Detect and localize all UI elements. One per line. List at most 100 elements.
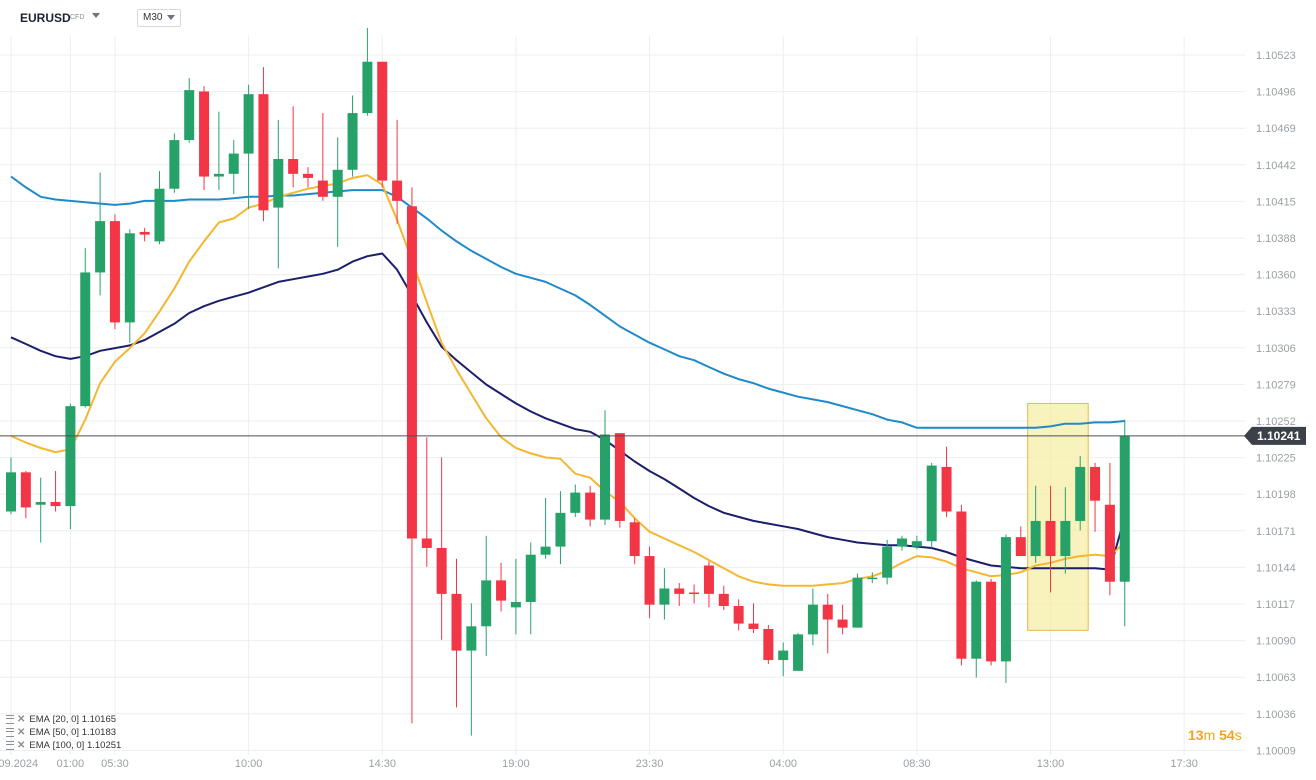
y-tick-label: 1.10360 xyxy=(1256,270,1296,282)
candle-bearish[interactable] xyxy=(406,206,417,539)
candle-bullish[interactable] xyxy=(867,577,878,580)
candle-bullish[interactable] xyxy=(659,588,670,605)
candle-bullish[interactable] xyxy=(124,233,135,323)
candle-bearish[interactable] xyxy=(317,180,328,197)
countdown-minutes-unit: m xyxy=(1203,727,1216,743)
candle-bearish[interactable] xyxy=(392,180,403,201)
candle-bearish[interactable] xyxy=(109,221,120,323)
indicator-settings-icon[interactable] xyxy=(6,715,14,724)
candle-bearish[interactable] xyxy=(377,61,388,181)
candle-bearish[interactable] xyxy=(50,502,61,507)
candle-bearish[interactable] xyxy=(986,581,997,662)
candle-bullish[interactable] xyxy=(1119,435,1130,582)
candle-bearish[interactable] xyxy=(956,511,967,659)
candle-bearish[interactable] xyxy=(822,604,833,620)
candle-bearish[interactable] xyxy=(1104,504,1115,582)
x-tick-label: 01:00 xyxy=(57,758,85,770)
candle-bullish[interactable] xyxy=(213,173,224,177)
candle-bearish[interactable] xyxy=(1015,537,1026,557)
candle-bearish[interactable] xyxy=(303,173,313,178)
indicator-ema50-row[interactable]: ✕ EMA [50, 0] 1.10183 xyxy=(6,726,121,739)
candle-bullish[interactable] xyxy=(6,472,16,512)
candle-bullish[interactable] xyxy=(540,546,551,555)
candle-bearish[interactable] xyxy=(733,606,744,624)
candle-bearish[interactable] xyxy=(837,619,848,628)
candle-bearish[interactable] xyxy=(199,91,210,177)
indicator-remove-icon[interactable]: ✕ xyxy=(17,714,26,725)
candle-bullish[interactable] xyxy=(525,554,536,602)
candle-bullish[interactable] xyxy=(852,577,863,628)
candle-bearish[interactable] xyxy=(258,94,269,211)
candle-bearish[interactable] xyxy=(1090,466,1101,501)
candle-bullish[interactable] xyxy=(347,113,358,170)
candle-bullish[interactable] xyxy=(80,272,91,407)
indicator-ema100-row[interactable]: ✕ EMA [100, 0] 1.10251 xyxy=(6,739,121,752)
candle-bearish[interactable] xyxy=(139,231,150,235)
y-tick-label: 1.10144 xyxy=(1256,562,1296,574)
indicator-settings-icon[interactable] xyxy=(6,728,14,737)
candle-bearish[interactable] xyxy=(496,580,507,601)
candle-bearish[interactable] xyxy=(436,547,447,594)
candle-bearish[interactable] xyxy=(585,492,596,520)
candle-bearish[interactable] xyxy=(629,522,640,557)
candle-bullish[interactable] xyxy=(926,465,937,542)
candle-bullish[interactable] xyxy=(228,153,239,174)
ema50-line xyxy=(10,252,1126,571)
candle-bearish[interactable] xyxy=(748,623,759,629)
ema20-line xyxy=(10,174,1126,587)
candle-bearish[interactable] xyxy=(689,592,700,595)
candle-bullish[interactable] xyxy=(600,434,610,520)
candle-bullish[interactable] xyxy=(362,61,373,114)
candle-bullish[interactable] xyxy=(510,601,521,608)
indicator-ema20-row[interactable]: ✕ EMA [20, 0] 1.10165 xyxy=(6,713,121,726)
candle-bearish[interactable] xyxy=(614,433,625,521)
candle-bullish[interactable] xyxy=(243,94,254,154)
candle-bullish[interactable] xyxy=(882,546,893,578)
candle-bullish[interactable] xyxy=(65,406,76,507)
candle-bearish[interactable] xyxy=(674,588,685,594)
candle-bearish[interactable] xyxy=(20,472,31,508)
candle-bullish[interactable] xyxy=(95,221,106,273)
candle-bullish[interactable] xyxy=(169,140,180,189)
candle-bullish[interactable] xyxy=(466,626,477,651)
candle-bullish[interactable] xyxy=(911,541,922,547)
candle-bullish[interactable] xyxy=(1000,537,1011,662)
candle-bullish[interactable] xyxy=(273,158,284,208)
candle-bullish[interactable] xyxy=(778,650,789,661)
candle-bullish[interactable] xyxy=(897,538,907,547)
candle-bearish[interactable] xyxy=(718,593,729,607)
candle-bullish[interactable] xyxy=(570,492,581,513)
candle-bullish[interactable] xyxy=(1030,520,1041,557)
candle-bullish[interactable] xyxy=(793,634,804,671)
indicator-remove-icon[interactable]: ✕ xyxy=(17,727,26,738)
candle-bearish[interactable] xyxy=(1045,520,1056,557)
candle-bullish[interactable] xyxy=(154,188,165,242)
candle-bullish[interactable] xyxy=(481,580,492,627)
indicator-params: [20, 0] xyxy=(52,714,80,725)
candle-bullish[interactable] xyxy=(1075,466,1086,521)
candle-bullish[interactable] xyxy=(332,169,343,197)
candle-bearish[interactable] xyxy=(941,466,952,512)
candle-bearish[interactable] xyxy=(451,593,462,651)
indicator-label: EMA xyxy=(29,727,50,738)
countdown-seconds: 54 xyxy=(1219,727,1235,743)
y-tick-label: 1.10523 xyxy=(1256,50,1296,62)
indicator-remove-icon[interactable]: ✕ xyxy=(17,740,26,751)
candle-bearish[interactable] xyxy=(703,565,714,594)
candle-bullish[interactable] xyxy=(35,502,46,505)
candle-bullish[interactable] xyxy=(184,90,195,141)
symbol-label[interactable]: EURUSD xyxy=(20,11,71,25)
candle-bearish[interactable] xyxy=(763,628,774,661)
symbol-dropdown-chevron-icon[interactable] xyxy=(92,13,100,18)
y-tick-label: 1.10063 xyxy=(1256,672,1296,684)
candle-bearish[interactable] xyxy=(288,158,299,174)
candle-bullish[interactable] xyxy=(1060,520,1071,557)
candle-bearish[interactable] xyxy=(421,538,432,548)
candle-bullish[interactable] xyxy=(555,512,566,547)
candle-bullish[interactable] xyxy=(807,604,818,635)
timeframe-select[interactable]: M30 xyxy=(137,9,181,27)
candle-bullish[interactable] xyxy=(971,581,982,659)
indicator-settings-icon[interactable] xyxy=(6,741,14,750)
candle-bearish[interactable] xyxy=(644,556,655,605)
